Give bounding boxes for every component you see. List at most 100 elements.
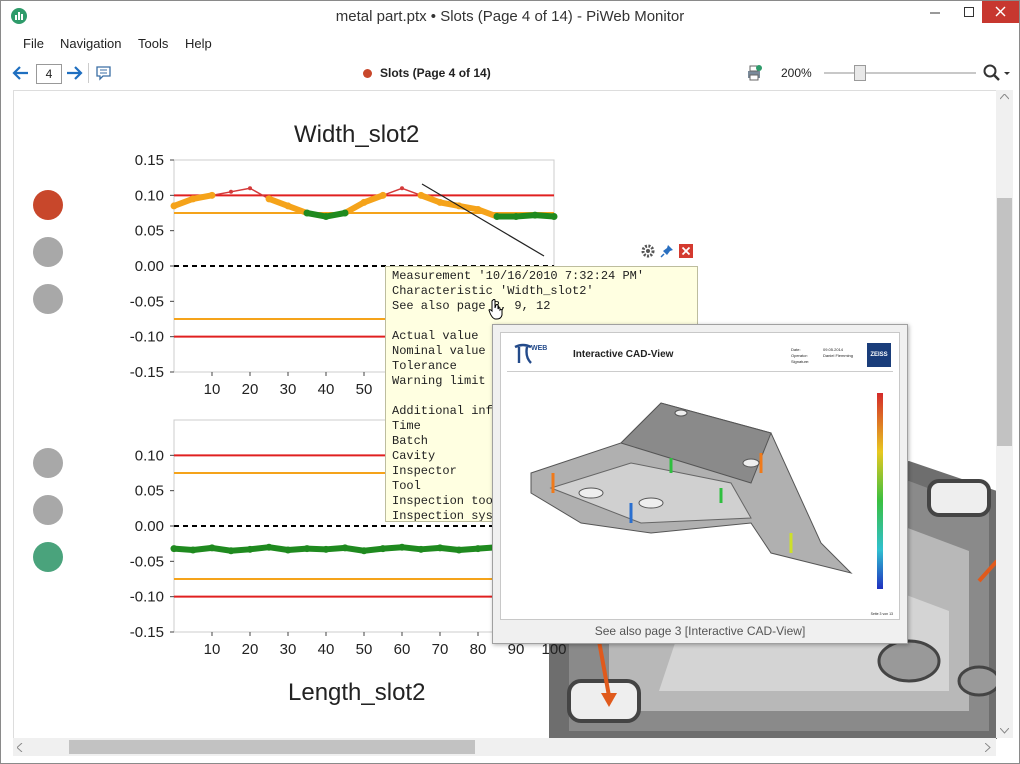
series-segment bbox=[230, 187, 251, 193]
horizontal-scrollbar[interactable] bbox=[13, 738, 996, 756]
gear-icon[interactable] bbox=[640, 243, 656, 259]
data-point bbox=[341, 544, 349, 552]
y-tick-label: -0.10 bbox=[130, 589, 164, 606]
y-tick-label: -0.05 bbox=[130, 553, 164, 570]
menu-bar: File Navigation Tools Help bbox=[1, 32, 1019, 54]
data-point bbox=[246, 545, 254, 553]
scroll-up-icon[interactable] bbox=[1000, 94, 1009, 100]
status-dot bbox=[33, 542, 63, 572]
search-icon[interactable] bbox=[982, 63, 1012, 83]
pin-icon[interactable] bbox=[659, 243, 675, 259]
scroll-right-icon[interactable] bbox=[985, 743, 991, 752]
zoom-slider-track[interactable] bbox=[824, 65, 976, 81]
menu-help[interactable]: Help bbox=[185, 36, 212, 51]
tooltip-line: Inspector bbox=[392, 464, 457, 478]
menu-tools[interactable]: Tools bbox=[138, 36, 169, 51]
chart-title: Width_slot2 bbox=[294, 121, 420, 148]
zeiss-logo: ZEISS bbox=[867, 343, 891, 367]
forward-arrow-icon[interactable] bbox=[64, 64, 84, 82]
data-point bbox=[493, 213, 501, 221]
vertical-scrollbar[interactable] bbox=[996, 90, 1013, 738]
preview-page: WEB Interactive CAD-View Date: Operator: S… bbox=[500, 332, 900, 620]
tooltip-line: Measurement '10/16/2010 7:32:24 PM' bbox=[392, 269, 645, 283]
x-tick-label: 40 bbox=[318, 641, 335, 658]
print-icon[interactable] bbox=[744, 63, 764, 83]
data-point bbox=[360, 547, 368, 555]
tooltip-line: Characteristic 'Width_slot2' bbox=[392, 284, 594, 298]
data-point bbox=[379, 545, 387, 553]
tooltip-line: Tool bbox=[392, 479, 421, 493]
zoom-level: 200% bbox=[781, 66, 812, 80]
x-tick-label: 60 bbox=[394, 641, 411, 658]
x-tick-label: 10 bbox=[204, 641, 221, 658]
close-tooltip-button[interactable] bbox=[679, 244, 693, 258]
y-tick-label: 0.05 bbox=[135, 483, 164, 500]
tooltip-line: Cavity bbox=[392, 449, 436, 463]
status-dot bbox=[33, 190, 63, 220]
status-dot bbox=[33, 237, 63, 267]
data-point bbox=[474, 205, 482, 213]
vertical-scroll-thumb[interactable] bbox=[997, 198, 1012, 446]
data-point bbox=[531, 211, 539, 219]
data-point bbox=[284, 202, 292, 210]
data-point bbox=[550, 213, 558, 221]
page-preview-popup[interactable]: WEB Interactive CAD-View Date: Operator: S… bbox=[492, 324, 908, 644]
y-tick-label: 0.05 bbox=[135, 223, 164, 240]
data-point bbox=[360, 198, 368, 206]
data-point bbox=[227, 547, 235, 555]
data-point bbox=[512, 213, 520, 221]
data-point bbox=[265, 543, 273, 551]
tooltip-lines: Measurement '10/16/2010 7:32:24 PM' Chara… bbox=[386, 269, 697, 521]
back-arrow-icon[interactable] bbox=[11, 64, 31, 82]
y-tick-label: -0.15 bbox=[130, 364, 164, 381]
x-tick-label: 50 bbox=[356, 381, 373, 398]
data-point bbox=[189, 195, 197, 203]
zoom-slider-thumb[interactable] bbox=[853, 65, 866, 81]
menu-file[interactable]: File bbox=[23, 36, 44, 51]
preview-meta-labels: Date: Operator: Signature: bbox=[791, 347, 810, 364]
x-tick-label: 50 bbox=[356, 641, 373, 658]
preview-meta-values: 09.05.2014 Daniel Flemming bbox=[823, 347, 854, 358]
data-point bbox=[474, 545, 482, 553]
maximize-button[interactable] bbox=[952, 1, 986, 23]
close-button[interactable] bbox=[982, 1, 1019, 23]
cad-part-preview-image bbox=[530, 402, 853, 574]
horizontal-scroll-thumb[interactable] bbox=[69, 740, 475, 754]
data-point bbox=[189, 546, 197, 554]
page-number-input[interactable]: 4 bbox=[36, 64, 62, 84]
data-point bbox=[229, 189, 233, 194]
tooltip-line: Actual value bbox=[392, 329, 479, 343]
series-segment bbox=[249, 187, 270, 200]
scroll-down-icon[interactable] bbox=[1000, 728, 1009, 734]
status-dot bbox=[33, 284, 63, 314]
scroll-left-icon[interactable] bbox=[17, 743, 23, 752]
x-tick-label: 100 bbox=[541, 641, 566, 658]
title-bar: metal part.ptx • Slots (Page 4 of 14) - … bbox=[1, 1, 1019, 31]
x-tick-label: 70 bbox=[432, 641, 449, 658]
piweb-logo-icon bbox=[514, 343, 532, 364]
y-tick-label: 0.10 bbox=[135, 187, 164, 204]
x-tick-label: 30 bbox=[280, 641, 297, 658]
x-tick-label: 80 bbox=[470, 641, 487, 658]
minimize-button[interactable] bbox=[918, 1, 952, 23]
status-dot bbox=[33, 495, 63, 525]
tooltip-line: Time bbox=[392, 419, 421, 433]
toolbar: 4 Slots (Page 4 of 14) 200% bbox=[1, 58, 1019, 88]
tooltip-line: Batch bbox=[392, 434, 429, 448]
x-tick-label: 20 bbox=[242, 641, 259, 658]
data-point bbox=[170, 202, 178, 210]
toolbar-divider bbox=[88, 63, 89, 83]
report-page: Width_slot2 0.15 0.10 0.05 0.00 -0.05 -0.10 -0… bbox=[13, 90, 997, 739]
x-tick-label: 40 bbox=[318, 381, 335, 398]
y-tick-label: 0.10 bbox=[135, 447, 164, 464]
x-tick-label: 20 bbox=[242, 381, 259, 398]
data-point bbox=[265, 195, 273, 203]
data-point bbox=[417, 191, 425, 199]
y-tick-label: -0.15 bbox=[130, 624, 164, 641]
comment-icon[interactable] bbox=[95, 65, 113, 81]
data-point bbox=[208, 544, 216, 552]
tooltip-leader-line bbox=[421, 183, 545, 257]
menu-navigation[interactable]: Navigation bbox=[60, 36, 122, 51]
status-dot bbox=[33, 448, 63, 478]
